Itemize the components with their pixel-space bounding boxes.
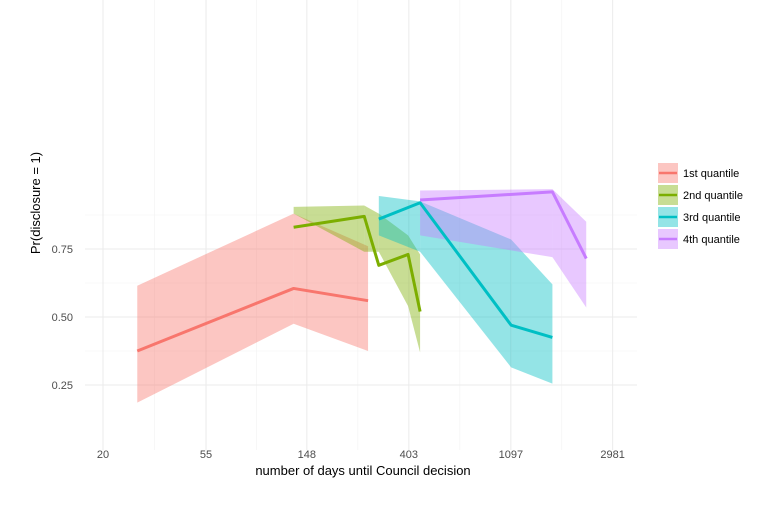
y-tick-label: 0.75 bbox=[52, 244, 73, 256]
x-tick-label: 20 bbox=[97, 449, 109, 461]
grid-lines bbox=[85, 0, 637, 450]
series-lines bbox=[136, 190, 588, 353]
ribbon-segment-2 bbox=[364, 205, 379, 252]
x-tick-label: 1097 bbox=[499, 449, 523, 461]
series-line-1 bbox=[136, 286, 369, 353]
axes: 20 55 148 403 1097 2981 0.25 0.50 0.75 bbox=[52, 244, 625, 461]
ribbon-segment-3 bbox=[378, 195, 421, 252]
legend-label-3: 3rd quantile bbox=[683, 212, 741, 224]
y-axis-title: Pr(disclosure = 1) bbox=[28, 152, 43, 254]
x-tick-label: 2981 bbox=[600, 449, 624, 461]
legend: 1st quantile 2nd quantile 3rd quantile 4th … bbox=[658, 163, 743, 249]
series-line-2 bbox=[293, 214, 422, 312]
x-tick-label: 148 bbox=[298, 449, 316, 461]
legend-label-2: 2nd quantile bbox=[683, 190, 743, 202]
x-tick-label: 55 bbox=[200, 449, 212, 461]
x-tick-label: 403 bbox=[400, 449, 418, 461]
ribbon-segment-1 bbox=[293, 213, 369, 351]
legend-label-1: 1st quantile bbox=[683, 168, 739, 180]
confidence-ribbons bbox=[137, 189, 587, 403]
ribbon-segment-2 bbox=[408, 235, 421, 353]
y-tick-label: 0.25 bbox=[52, 380, 73, 392]
legend-label-4: 4th quantile bbox=[683, 234, 740, 246]
series-line-4 bbox=[419, 190, 588, 260]
ribbon-segment-2 bbox=[293, 205, 365, 252]
y-tick-label: 0.50 bbox=[52, 312, 73, 324]
series-line-3 bbox=[378, 201, 553, 339]
ribbon-segment-4 bbox=[420, 189, 553, 258]
ribbon-segment-3 bbox=[511, 239, 553, 384]
ribbon-segment-4 bbox=[552, 189, 587, 308]
ribbon-segment-3 bbox=[420, 201, 512, 368]
ribbon-segment-1 bbox=[137, 213, 294, 403]
x-axis-title: number of days until Council decision bbox=[255, 463, 470, 478]
